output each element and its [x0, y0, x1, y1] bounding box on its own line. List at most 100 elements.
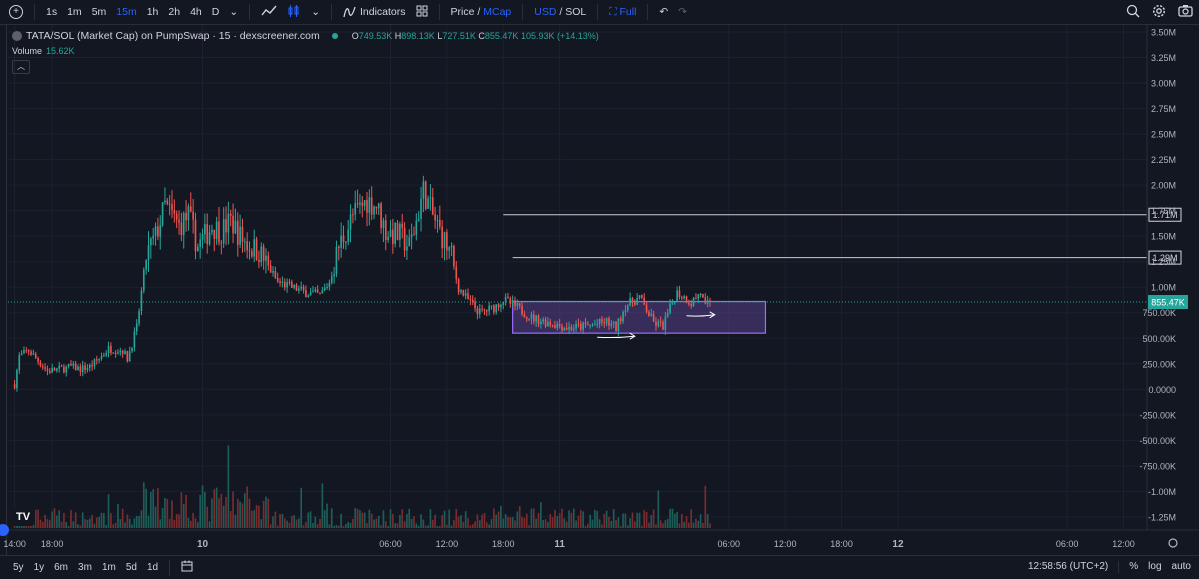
candle-body — [220, 242, 223, 244]
interval-2h[interactable]: 2h — [168, 6, 181, 18]
camera-icon[interactable] — [1178, 4, 1193, 21]
redo-icon[interactable]: ↷ — [678, 6, 688, 18]
collapse-legend-chevron-icon[interactable]: ︿ — [12, 60, 30, 74]
candles-chart-type-icon[interactable] — [282, 4, 306, 20]
range-5y[interactable]: 5y — [13, 562, 24, 573]
candle-body — [673, 302, 676, 304]
candle-body — [46, 368, 49, 371]
volume-bar — [485, 522, 488, 528]
candle-body — [227, 213, 230, 233]
volume-bar — [523, 517, 526, 528]
candle-body — [507, 296, 509, 299]
range-1y[interactable]: 1y — [33, 562, 45, 573]
candle-body — [662, 321, 664, 330]
volume-bar — [107, 494, 110, 528]
volume-bar — [265, 496, 267, 528]
price-mcap-toggle[interactable]: Price / MCap — [446, 6, 517, 18]
candle-body — [678, 290, 681, 298]
layouts-grid-icon[interactable] — [411, 5, 433, 20]
interval-1m[interactable]: 1m — [67, 6, 82, 18]
undo-icon[interactable]: ↶ — [659, 6, 669, 18]
range-1d[interactable]: 1d — [146, 562, 159, 573]
volume-bar — [504, 514, 507, 528]
full-button[interactable]: ⛶ Full — [604, 6, 641, 19]
volume-bar — [469, 525, 472, 528]
add-symbol-icon[interactable]: + — [4, 5, 28, 19]
volume-bar — [178, 514, 180, 528]
candle-body — [314, 289, 317, 292]
range-5d[interactable]: 5d — [125, 562, 137, 573]
line-chart-type-icon[interactable] — [256, 5, 282, 20]
interval-1h[interactable]: 1h — [146, 6, 159, 18]
volume-bar — [39, 519, 42, 528]
volume-bar — [126, 514, 129, 528]
range-1m[interactable]: 1m — [101, 562, 116, 573]
volume-bar — [387, 526, 389, 528]
price-axis[interactable]: 3.50M 3.25M 3.00M 2.75M 2.50M 2.25M 2.00M 1.75M… — [1139, 25, 1176, 530]
volume-bar — [457, 516, 460, 528]
time-tick-label: 12:00 — [774, 539, 797, 549]
currency-toggle[interactable]: USD / SOL — [529, 6, 591, 18]
candle-body — [643, 297, 646, 305]
date-range-calendar-icon[interactable] — [176, 560, 198, 575]
candle-body — [554, 325, 556, 329]
candle-body — [375, 206, 378, 209]
volume-label: Volume — [12, 46, 43, 56]
range-6m[interactable]: 6m — [54, 562, 69, 573]
candle-body — [579, 324, 582, 330]
log-toggle[interactable]: log — [1148, 561, 1162, 572]
clock-time[interactable]: 12:58:56 (UTC+2) — [1027, 561, 1109, 572]
candle-body — [211, 229, 213, 233]
arrow-head — [629, 332, 636, 340]
candle-body — [272, 270, 274, 273]
candle-body — [84, 365, 86, 370]
candle-body — [152, 235, 155, 239]
candle-body — [98, 359, 100, 361]
candle-body — [575, 323, 577, 329]
volume-bar — [380, 525, 382, 528]
volume-bar — [481, 514, 483, 528]
volume-bar — [88, 518, 91, 528]
percent-toggle[interactable]: % — [1129, 561, 1139, 572]
indicators-button[interactable]: Indicators — [338, 6, 411, 18]
volume-bar — [288, 522, 291, 528]
candle-body — [95, 359, 98, 361]
scroll-left-icon[interactable] — [0, 524, 9, 536]
price-chart[interactable]: 1.71M 1.29M 855.47K 3.50M 3.25M 3.00M 2.75M 2.… — [0, 25, 1199, 555]
interval-dropdown-chevron-icon[interactable]: ⌄ — [229, 6, 239, 18]
interval-1s[interactable]: 1s — [46, 6, 58, 18]
volume-bar — [342, 526, 345, 528]
candle-body — [622, 311, 624, 322]
volume-bar — [612, 509, 615, 528]
candle-body — [173, 210, 176, 214]
interval-15m[interactable]: 15m — [116, 6, 137, 18]
candle-body — [652, 314, 655, 322]
candle-body — [48, 370, 51, 373]
candle-body — [530, 314, 533, 320]
volume-bar — [518, 506, 521, 528]
volume-bar — [478, 520, 481, 528]
candle-body — [222, 219, 225, 244]
horizontal-line-label-box — [1148, 207, 1182, 222]
volume-bar — [269, 524, 272, 528]
auto-toggle[interactable]: auto — [1171, 561, 1191, 572]
volume-bar — [121, 508, 124, 528]
axis-settings-icon[interactable] — [1168, 538, 1178, 548]
candle-body — [387, 236, 389, 240]
settings-gear-icon[interactable] — [1152, 4, 1166, 21]
candle-body — [594, 324, 596, 326]
candle-body — [626, 305, 629, 311]
interval-D[interactable]: D — [211, 6, 220, 18]
range-3m[interactable]: 3m — [78, 562, 92, 573]
search-clock-icon[interactable] — [1126, 4, 1140, 21]
chart-type-chevron-icon[interactable]: ⌄ — [311, 6, 320, 18]
interval-4h[interactable]: 4h — [190, 6, 202, 18]
high-value: 898.13K — [401, 31, 435, 41]
time-axis[interactable]: 14:00 18:00 10 06:00 12:00 18:00 11 06:00 12:00 1… — [0, 524, 1199, 550]
interval-5m[interactable]: 5m — [91, 6, 107, 18]
volume-bar — [648, 522, 650, 528]
volume-bar — [460, 515, 462, 528]
candle-body — [269, 265, 272, 273]
toolbar-divider — [597, 4, 599, 20]
candle-body — [246, 241, 248, 251]
